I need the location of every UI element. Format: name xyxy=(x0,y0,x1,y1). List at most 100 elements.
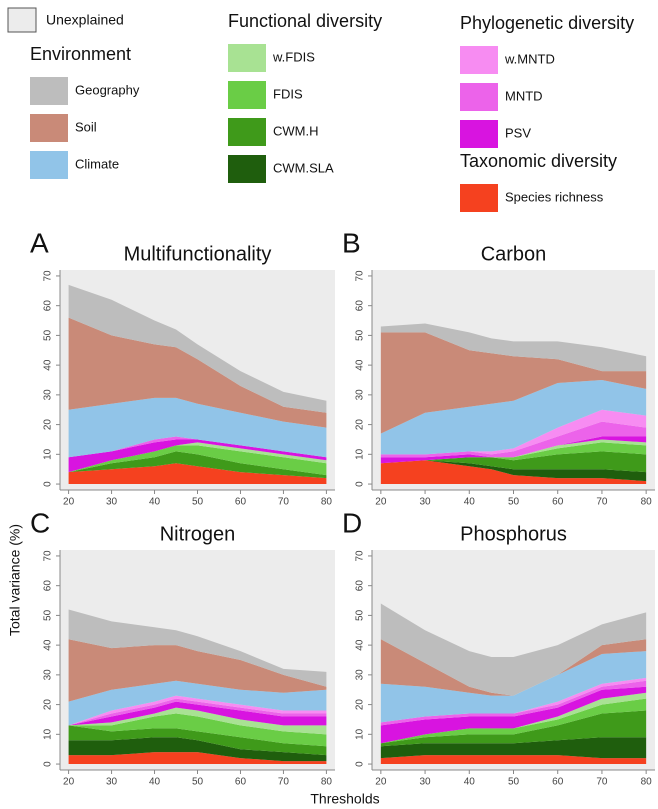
stacked-area xyxy=(380,439,647,464)
x-tick-label: 20 xyxy=(63,497,75,508)
legend-swatch xyxy=(460,120,498,148)
y-tick-label: 60 xyxy=(43,300,54,312)
x-tick-label: 70 xyxy=(278,777,290,788)
y-tick-label: 60 xyxy=(43,580,54,592)
y-tick-label: 40 xyxy=(355,639,366,651)
x-tick-label: 30 xyxy=(106,497,118,508)
stacked-area xyxy=(68,713,327,747)
legend-group-title: Functional diversity xyxy=(228,11,382,31)
y-tick-label: 60 xyxy=(355,580,366,592)
panel-title: Nitrogen xyxy=(160,523,236,545)
x-tick-label: 80 xyxy=(641,777,653,788)
legend-swatch xyxy=(30,77,68,105)
y-tick-label: 0 xyxy=(355,761,366,767)
legend-label: Geography xyxy=(75,82,140,97)
y-tick-label: 70 xyxy=(355,270,366,282)
legend-label: FDIS xyxy=(273,86,303,101)
y-tick-label: 20 xyxy=(355,419,366,431)
y-tick-label: 50 xyxy=(355,329,366,341)
x-tick-label: 30 xyxy=(420,777,432,788)
y-tick-label: 70 xyxy=(43,550,54,562)
stacked-area xyxy=(380,380,647,455)
legend-swatch xyxy=(30,114,68,142)
panel-title: Phosphorus xyxy=(460,523,567,545)
x-tick-label: 50 xyxy=(192,777,204,788)
legend-label: w.FDIS xyxy=(272,49,315,64)
stacked-area xyxy=(68,707,327,735)
y-tick-label: 10 xyxy=(43,728,54,740)
legend-group-title: Environment xyxy=(30,44,131,64)
stacked-area xyxy=(68,317,327,428)
x-tick-label: 60 xyxy=(235,497,247,508)
legend-label: Climate xyxy=(75,156,119,171)
panel-letter: D xyxy=(342,507,362,538)
x-tick-label: 20 xyxy=(63,777,75,788)
y-tick-label: 10 xyxy=(355,448,366,460)
y-tick-label: 50 xyxy=(43,609,54,621)
legend-swatch xyxy=(460,46,498,74)
x-tick-label: 80 xyxy=(321,497,333,508)
stacked-area xyxy=(68,752,327,765)
x-tick-label: 30 xyxy=(106,777,118,788)
legend-label: PSV xyxy=(505,125,531,140)
stacked-area xyxy=(380,323,647,372)
x-tick-label: 20 xyxy=(375,497,387,508)
x-tick-label: 20 xyxy=(375,777,387,788)
legend-swatch xyxy=(460,83,498,111)
stacked-area xyxy=(380,692,647,744)
stacked-area xyxy=(380,451,647,473)
stacked-area xyxy=(68,397,327,458)
stacked-area xyxy=(380,603,647,696)
x-tick-label: 40 xyxy=(149,777,161,788)
stacked-area xyxy=(380,686,647,744)
panel-title: Multifunctionality xyxy=(124,243,272,265)
x-tick-label: 70 xyxy=(596,777,608,788)
legend-swatch xyxy=(460,184,498,212)
y-tick-label: 10 xyxy=(355,728,366,740)
y-tick-label: 30 xyxy=(355,669,366,681)
stacked-area xyxy=(68,451,327,479)
panel-letter: A xyxy=(30,227,49,258)
stacked-area xyxy=(380,442,647,464)
x-tick-label: 80 xyxy=(321,777,333,788)
x-tick-label: 70 xyxy=(278,497,290,508)
x-tick-label: 60 xyxy=(235,777,247,788)
x-tick-label: 80 xyxy=(641,497,653,508)
y-tick-label: 40 xyxy=(355,359,366,371)
legend-label: MNTD xyxy=(505,88,543,103)
legend-swatch xyxy=(228,155,266,183)
x-tick-label: 40 xyxy=(149,497,161,508)
y-tick-label: 0 xyxy=(43,761,54,767)
x-axis-label: Thresholds xyxy=(310,791,379,807)
legend-group-title: Phylogenetic diversity xyxy=(460,13,634,33)
stacked-area xyxy=(68,695,327,726)
stacked-area xyxy=(380,421,647,458)
y-tick-label: 30 xyxy=(43,669,54,681)
panel-letter: C xyxy=(30,507,50,538)
y-tick-label: 40 xyxy=(43,639,54,651)
legend-label: CWM.SLA xyxy=(273,160,334,175)
x-tick-label: 50 xyxy=(508,497,520,508)
stacked-area xyxy=(380,639,647,696)
y-tick-label: 0 xyxy=(355,481,366,487)
x-tick-label: 30 xyxy=(420,497,432,508)
x-tick-label: 70 xyxy=(596,497,608,508)
panel-letter: B xyxy=(342,227,361,258)
legend-swatch xyxy=(228,118,266,146)
legend-label: Unexplained xyxy=(46,12,124,28)
legend-label: w.MNTD xyxy=(504,51,555,66)
stacked-area xyxy=(68,463,327,485)
stacked-area xyxy=(68,639,327,702)
x-tick-label: 50 xyxy=(192,497,204,508)
stacked-area xyxy=(380,460,647,482)
legend-label: Soil xyxy=(75,119,97,134)
stacked-area xyxy=(68,680,327,726)
y-tick-label: 30 xyxy=(43,389,54,401)
legend-swatch xyxy=(7,7,37,33)
stacked-area xyxy=(380,436,647,464)
x-tick-label: 50 xyxy=(508,777,520,788)
legend-swatch xyxy=(228,44,266,72)
x-tick-label: 40 xyxy=(464,777,476,788)
y-tick-label: 40 xyxy=(43,359,54,371)
